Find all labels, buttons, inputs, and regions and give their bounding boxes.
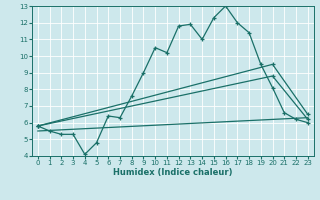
X-axis label: Humidex (Indice chaleur): Humidex (Indice chaleur) — [113, 168, 233, 177]
